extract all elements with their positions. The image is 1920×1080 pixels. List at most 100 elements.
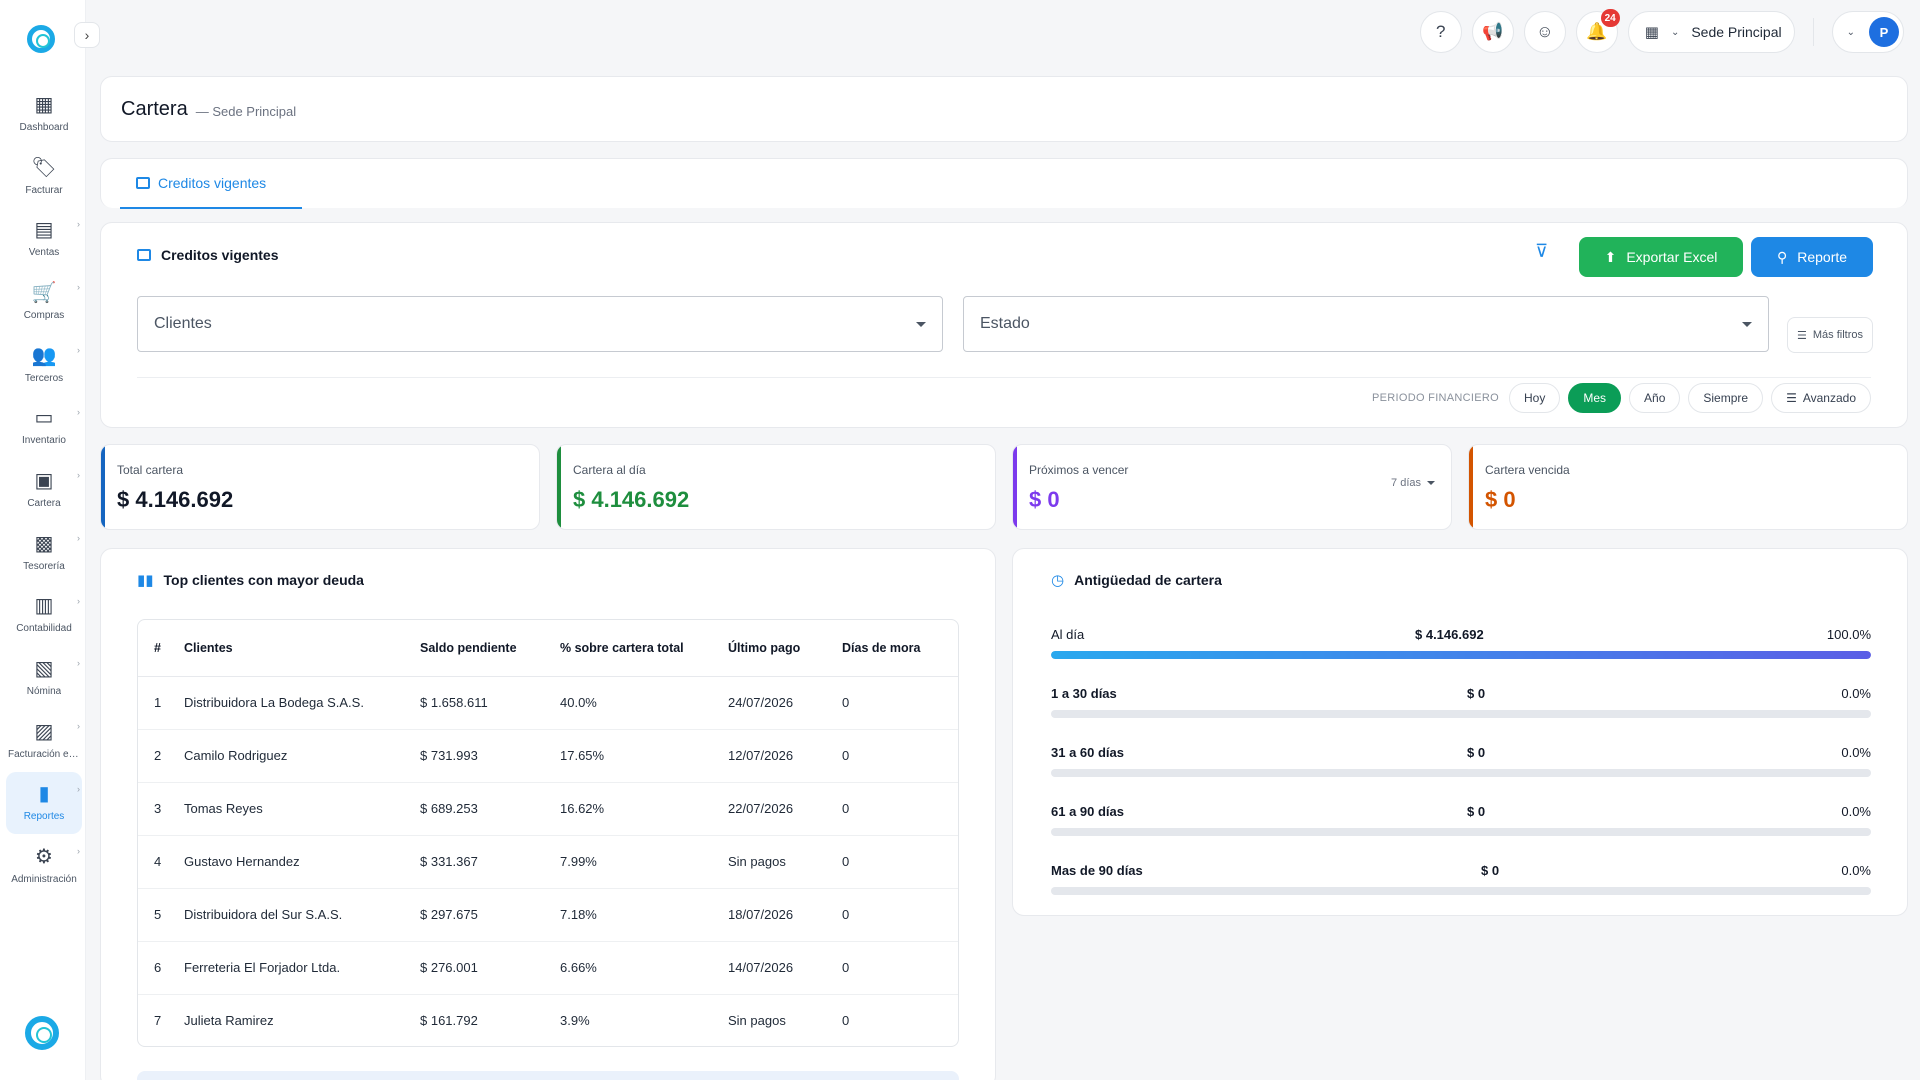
sidebar-toggle-button[interactable]: › xyxy=(74,22,100,48)
table-cell: 12/07/2026 xyxy=(728,729,842,783)
table-row[interactable]: 5 Distribuidora del Sur S.A.S. $ 297.675 7.… xyxy=(138,888,958,942)
sidebar-item-label: Tesorería xyxy=(23,560,65,572)
table-body: 1 Distribuidora La Bodega S.A.S. $ 1.658.6… xyxy=(138,676,958,1046)
report-button[interactable]: ⚲ Reporte xyxy=(1751,237,1873,277)
sidebar-item-dashboard[interactable]: ▦ Dashboard xyxy=(6,82,82,145)
table-cell: $ 276.001 xyxy=(420,941,560,995)
sidebar-item-label: Nómina xyxy=(26,686,62,698)
table-cell: $ 1.658.611 xyxy=(420,676,560,730)
kpi-value: $ 0 xyxy=(1485,487,1516,512)
table-cell: Distribuidora La Bodega S.A.S. xyxy=(184,676,420,730)
status-select[interactable]: Estado xyxy=(963,296,1769,352)
sidebar-item-ventas[interactable]: ▤ Ventas › xyxy=(6,207,82,270)
days-selector[interactable]: 7 días xyxy=(1391,477,1435,489)
period-chip-mes[interactable]: Mes xyxy=(1568,383,1622,413)
table-row[interactable]: 3 Tomas Reyes $ 689.253 16.62% 22/07/2026 0 xyxy=(138,782,958,836)
sidebar-item-terceros[interactable]: 👥 Terceros › xyxy=(6,333,82,396)
column-header[interactable]: Clientes xyxy=(184,620,420,677)
sidebar-item-reportes[interactable]: ▮ Reportes › xyxy=(6,771,82,835)
sidebar-item-contabilidad[interactable]: ▥ Contabilidad › xyxy=(6,584,82,647)
chevron-right-icon: › xyxy=(77,344,80,355)
clients-select[interactable]: Clientes xyxy=(137,296,943,352)
aging-label: 61 a 90 días xyxy=(1051,804,1124,819)
table-cell: $ 731.993 xyxy=(420,729,560,783)
sede-selector[interactable]: ▦ ⌄ Sede Principal xyxy=(1627,11,1795,53)
palette-icon: ☺ xyxy=(1536,22,1554,41)
table-row[interactable]: 7 Julieta Ramirez $ 161.792 3.9% Sin pagos 0 xyxy=(138,994,958,1046)
kpi-label: Cartera al día xyxy=(573,463,646,477)
top-clients-table: # Clientes Saldo pendiente% sobre cartera … xyxy=(137,619,959,1047)
kpi-card: Cartera vencida $ 0 xyxy=(1468,444,1908,530)
ledger-icon: ▥ xyxy=(34,595,54,618)
export-excel-button[interactable]: ⬆ Exportar Excel xyxy=(1579,237,1743,277)
theme-button[interactable]: ☺ xyxy=(1523,11,1566,53)
sidebar-item-administración[interactable]: ⚙ Administración › xyxy=(6,834,82,897)
period-chip-siempre[interactable]: Siempre xyxy=(1688,383,1764,413)
top-clients-card: ▮▮ Top clientes con mayor deuda # Cliente… xyxy=(100,548,996,1080)
aging-label: Al día xyxy=(1051,627,1085,642)
column-header[interactable]: Último pago xyxy=(728,620,842,677)
tab-creditos-vigentes[interactable]: Creditos vigentes xyxy=(119,159,303,209)
table-cell: 0 xyxy=(842,782,958,836)
next-section-strip xyxy=(137,1071,959,1080)
clear-filters-icon[interactable]: ⊽ xyxy=(1535,241,1549,261)
column-header[interactable]: Días de mora xyxy=(842,620,958,677)
aging-title: ◷ Antigüedad de cartera xyxy=(1051,571,1222,589)
table-row[interactable]: 4 Gustavo Hernandez $ 331.367 7.99% Sin pago… xyxy=(138,835,958,889)
chevron-right-icon: › xyxy=(77,846,80,857)
table-cell: 1 xyxy=(138,676,184,730)
chevron-right-icon: › xyxy=(77,407,80,418)
table-row[interactable]: 2 Camilo Rodriguez $ 731.993 17.65% 12/07/20… xyxy=(138,729,958,783)
sidebar-item-cartera[interactable]: ▣ Cartera › xyxy=(6,458,82,521)
sidebar-item-inventario[interactable]: ▭ Inventario › xyxy=(6,395,82,458)
table-cell: $ 161.792 xyxy=(420,994,560,1046)
sidebar-item-nómina[interactable]: ▧ Nómina › xyxy=(6,646,82,709)
megaphone-icon: 📢 xyxy=(1482,22,1504,41)
sidebar-item-label: Reportes xyxy=(23,811,65,823)
table-cell: 22/07/2026 xyxy=(728,782,842,836)
table-cell: Julieta Ramirez xyxy=(184,994,420,1046)
sidebar-item-facturación-electrónica[interactable]: ▨ Facturación electrónica › xyxy=(6,709,82,772)
more-filters-button[interactable]: ☰ Más filtros xyxy=(1787,317,1873,353)
chevron-down-icon: ⌄ xyxy=(1670,26,1680,38)
period-chip-hoy[interactable]: Hoy xyxy=(1509,383,1561,413)
briefcase-icon: ▧ xyxy=(34,658,54,681)
table-cell: 7.99% xyxy=(560,835,728,889)
app-logo-icon[interactable] xyxy=(27,25,55,53)
aging-card: ◷ Antigüedad de cartera Al día $ 4.146.69… xyxy=(1012,548,1908,916)
aging-amount: $ 0 xyxy=(1481,863,1500,878)
table-cell: 17.65% xyxy=(560,729,728,783)
user-menu-button[interactable]: ⌄ P xyxy=(1831,11,1904,53)
column-header[interactable]: Saldo pendiente xyxy=(420,620,560,677)
sidebar-item-label: Ventas xyxy=(28,247,60,259)
announcements-button[interactable]: 📢 xyxy=(1471,11,1514,53)
sidebar-item-label: Facturar xyxy=(25,184,63,196)
period-chip-año[interactable]: Año xyxy=(1629,383,1681,413)
sidebar-item-facturar[interactable]: 🏷 Facturar xyxy=(6,145,82,208)
advanced-period-button[interactable]: ☰ Avanzado xyxy=(1771,383,1871,413)
kpi-label: Total cartera xyxy=(117,463,184,477)
chevron-right-icon: › xyxy=(77,658,80,669)
help-icon: ? xyxy=(1436,22,1446,41)
aging-progress-track xyxy=(1051,710,1871,718)
kpi-accent-bar xyxy=(557,445,561,529)
table-cell: 18/07/2026 xyxy=(728,888,842,942)
sidebar-item-label: Cartera xyxy=(27,497,61,509)
table-row[interactable]: 6 Ferreteria El Forjador Ltda. $ 276.001 6.… xyxy=(138,941,958,995)
table-cell: 0 xyxy=(842,941,958,995)
help-button[interactable]: ? xyxy=(1419,11,1462,53)
notifications-button[interactable]: 🔔 24 xyxy=(1575,9,1620,53)
column-header[interactable]: # xyxy=(138,620,184,677)
aging-percent: 100.0% xyxy=(1826,627,1871,642)
table-cell: Ferreteria El Forjador Ltda. xyxy=(184,941,420,995)
period-label: PERIODO FINANCIERO xyxy=(1371,392,1500,404)
chevron-right-icon: › xyxy=(77,282,80,293)
table-cell: 24/07/2026 xyxy=(728,676,842,730)
table-row[interactable]: 1 Distribuidora La Bodega S.A.S. $ 1.658.6… xyxy=(138,676,958,730)
sidebar-item-compras[interactable]: 🛒 Compras › xyxy=(6,270,82,333)
export-label: Exportar Excel xyxy=(1626,249,1718,265)
kpi-label: Próximos a vencer xyxy=(1029,463,1129,477)
sidebar-item-tesorería[interactable]: ▩ Tesorería › xyxy=(6,521,82,584)
aging-row: Al día $ 4.146.692 100.0% xyxy=(1051,627,1871,659)
column-header[interactable]: % sobre cartera total xyxy=(560,620,728,677)
